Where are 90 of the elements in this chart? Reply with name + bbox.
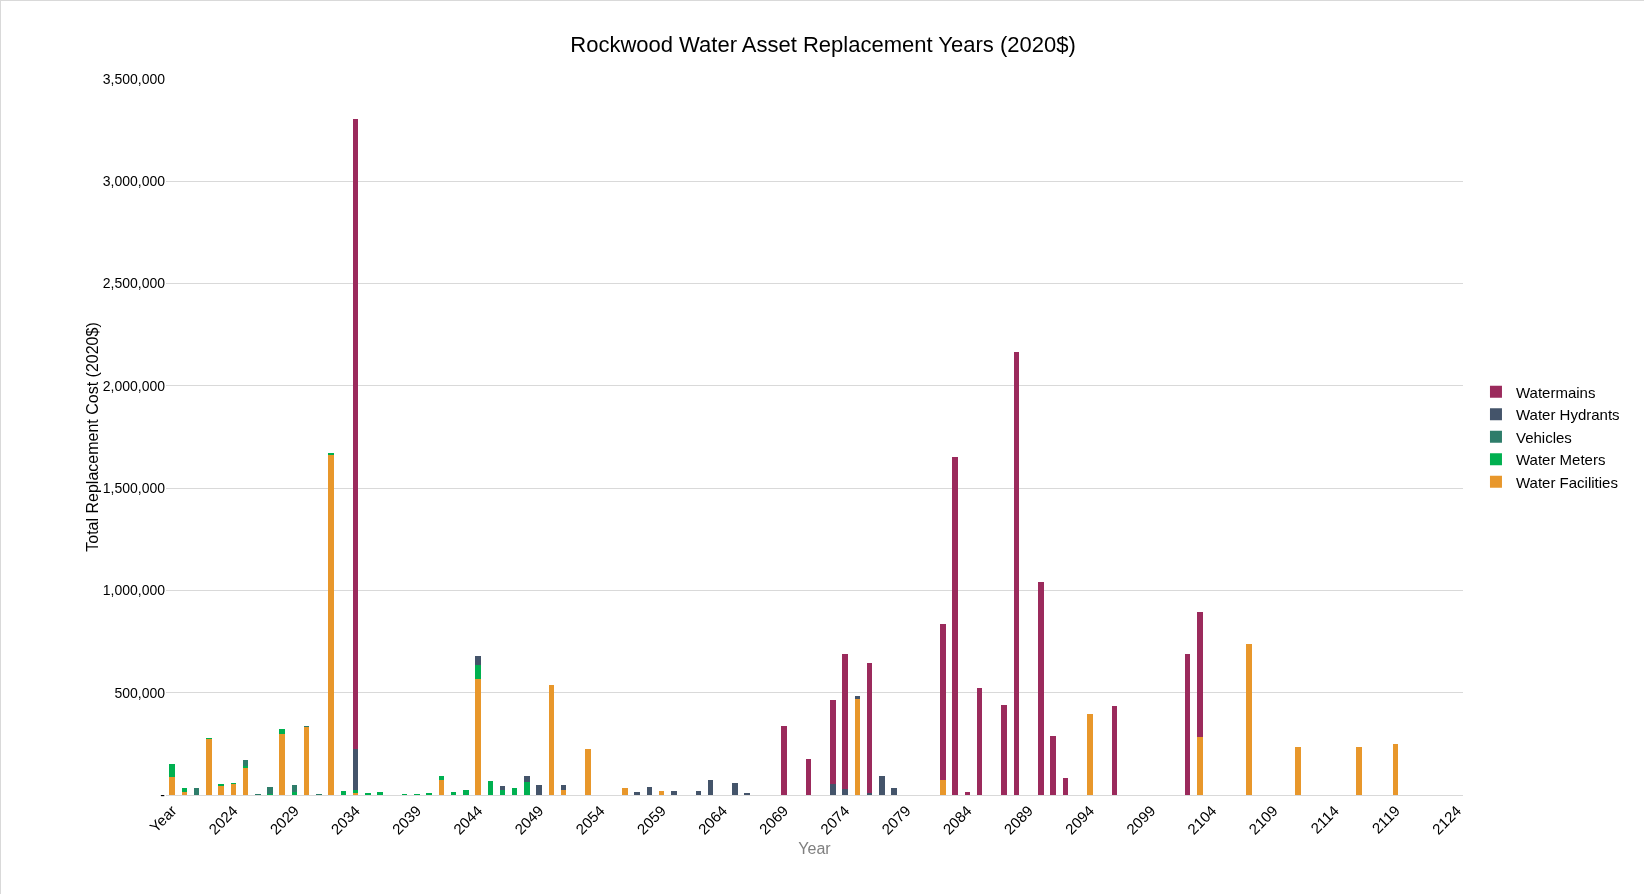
bar [891, 787, 897, 795]
bar [940, 779, 946, 795]
chart-title: Rockwood Water Asset Replacement Years (2020$) [570, 32, 1076, 58]
bar [964, 792, 971, 795]
y-tick-label: 3,500,000 [102, 70, 166, 87]
bar [524, 781, 530, 795]
bar [940, 624, 946, 780]
legend-label: Water Hydrants [1515, 406, 1620, 424]
bar [634, 792, 640, 795]
bar [279, 728, 285, 734]
bar [352, 749, 359, 791]
bar [842, 788, 848, 795]
bar [744, 792, 750, 795]
bar [707, 779, 714, 795]
bar [866, 792, 873, 795]
bar [1050, 736, 1056, 795]
bar [671, 790, 677, 795]
bar [830, 784, 836, 795]
legend-label: Water Meters [1515, 451, 1606, 469]
bar [169, 763, 175, 778]
legend-label: Water Facilities [1515, 473, 1618, 491]
bar [524, 775, 530, 782]
bar [1197, 612, 1203, 738]
bar [830, 700, 836, 785]
bar [475, 655, 481, 665]
bar [805, 758, 812, 795]
bar [438, 779, 445, 795]
bar [218, 785, 224, 795]
x-axis-title: Year [798, 839, 832, 857]
bar [511, 788, 518, 795]
bar [585, 749, 591, 795]
bar [475, 664, 481, 679]
bar [279, 733, 285, 795]
bar [879, 776, 885, 795]
y-tick-label: 1,000,000 [102, 582, 166, 599]
bar [854, 698, 861, 795]
bar [1062, 778, 1069, 795]
bar [291, 784, 298, 792]
bar [230, 784, 237, 795]
bar [548, 684, 555, 795]
y-tick-label: 500,000 [114, 684, 166, 701]
bar [352, 119, 359, 750]
bar [463, 790, 469, 795]
bar [1001, 704, 1007, 795]
bar [206, 739, 212, 795]
bar [1295, 747, 1301, 795]
bar [1184, 653, 1191, 795]
bar [1087, 714, 1093, 795]
bar [1038, 582, 1044, 795]
bar [1356, 747, 1362, 795]
bar [169, 777, 175, 795]
legend-label: Watermains [1515, 383, 1596, 401]
bar [340, 790, 347, 795]
bar [1013, 352, 1020, 795]
bar [866, 662, 873, 793]
bar [426, 792, 432, 795]
bar [242, 768, 249, 795]
bar [1246, 644, 1252, 795]
bar [365, 792, 371, 795]
bar [622, 787, 628, 795]
bar [732, 783, 738, 795]
legend-label: Vehicles [1515, 428, 1572, 446]
bar [781, 725, 787, 795]
bar [854, 696, 861, 699]
y-axis-title: Total Replacement Cost (2020$) [83, 322, 101, 552]
bar [487, 780, 493, 795]
bar [842, 654, 848, 789]
bar [499, 786, 506, 790]
bar [450, 792, 457, 795]
bar [1392, 743, 1399, 795]
bar [560, 790, 567, 795]
bar [303, 727, 310, 795]
bar [193, 788, 200, 795]
y-tick-label: 2,500,000 [102, 275, 166, 292]
x-tick-label: Year [146, 801, 180, 836]
y-tick-label: 2,000,000 [102, 377, 166, 394]
bar [536, 784, 542, 795]
bar [475, 678, 481, 795]
y-tick-label: - [160, 786, 166, 803]
bar [952, 457, 958, 795]
bar [976, 688, 983, 795]
bar [328, 453, 334, 456]
bar [1197, 737, 1203, 795]
bar [377, 792, 383, 795]
y-tick-label: 1,500,000 [102, 480, 166, 497]
bar [1111, 705, 1118, 795]
bar [658, 790, 665, 795]
y-tick-label: 3,000,000 [102, 173, 166, 190]
bar [328, 455, 334, 795]
bar [267, 786, 273, 795]
